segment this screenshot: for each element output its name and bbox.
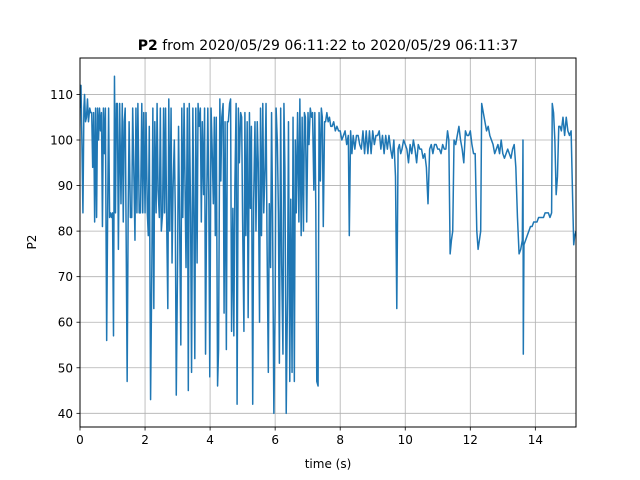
- x-tick-label: 4: [206, 433, 214, 447]
- x-tick-label: 14: [528, 433, 543, 447]
- series-line-0: [80, 75, 576, 415]
- x-tick-label: 12: [463, 433, 478, 447]
- x-tick-label: 0: [76, 433, 84, 447]
- y-tick-label: 70: [58, 270, 73, 284]
- chart-title-bold: P2: [138, 38, 158, 54]
- x-axis-label: time (s): [305, 457, 352, 471]
- y-axis-label: P2: [25, 235, 39, 250]
- y-tick-label: 60: [58, 316, 73, 330]
- y-tick-label: 100: [50, 134, 73, 148]
- chart-title: P2 from 2020/05/29 06:11:22 to 2020/05/2…: [138, 38, 519, 54]
- grid-lines: [79, 58, 576, 427]
- x-tick-label: 6: [271, 433, 279, 447]
- chart-title-rest: from 2020/05/29 06:11:22 to 2020/05/29 0…: [158, 38, 518, 54]
- y-tick-label: 110: [50, 88, 73, 102]
- y-tick-label: 90: [58, 179, 73, 193]
- x-tick-label: 8: [336, 433, 344, 447]
- x-axis-ticks: 0 2 4 6 8 10 12 14: [76, 427, 543, 447]
- y-tick-label: 40: [58, 407, 73, 421]
- y-axis-ticks: 40 50 60 70 80 90 100 110: [50, 88, 80, 421]
- axes-frame: [79, 57, 577, 428]
- x-tick-label: 10: [398, 433, 413, 447]
- x-tick-label: 2: [141, 433, 149, 447]
- y-tick-label: 50: [58, 361, 73, 375]
- y-tick-label: 80: [58, 225, 73, 239]
- series-layer: [80, 75, 576, 415]
